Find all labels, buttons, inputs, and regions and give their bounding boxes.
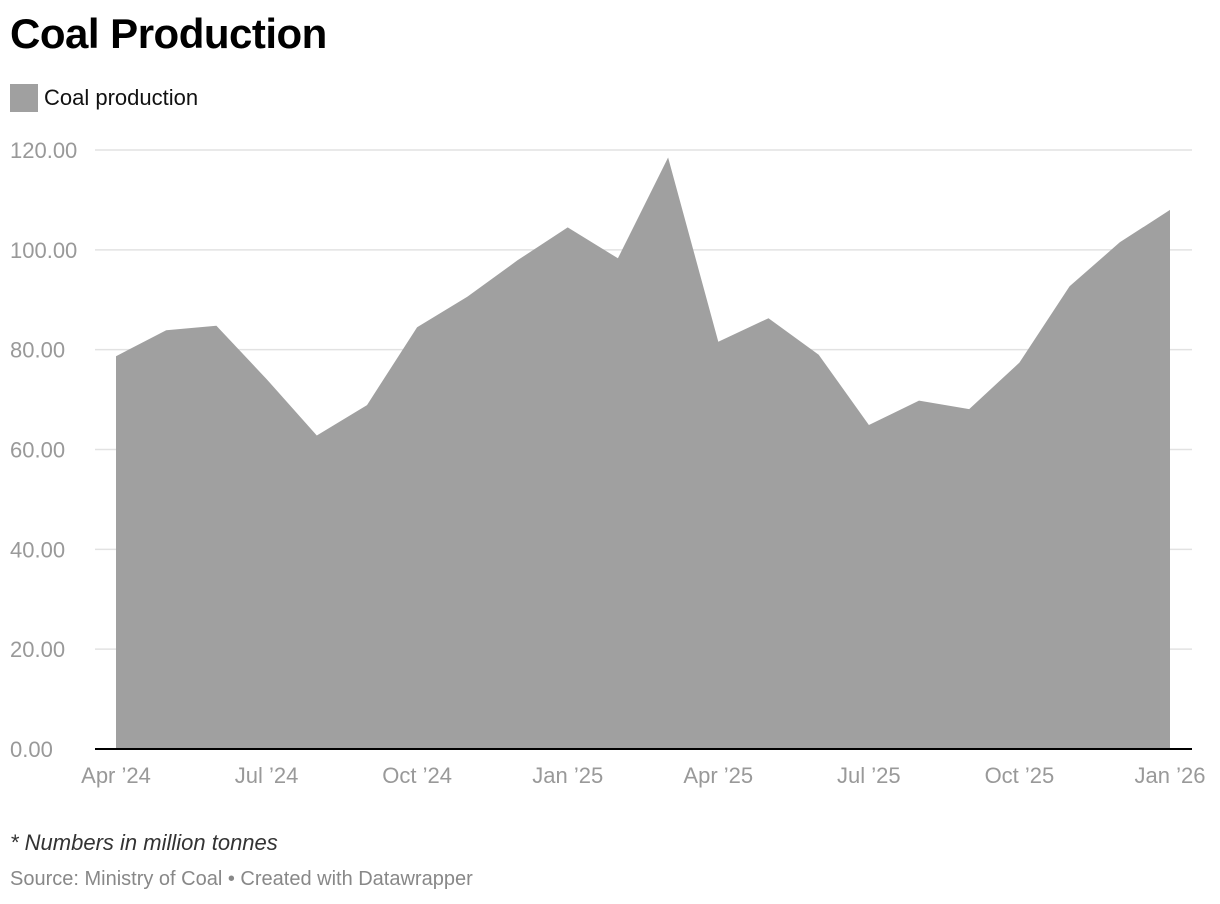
- x-tick-label: Apr ’25: [683, 763, 753, 788]
- x-tick-label: Apr ’24: [81, 763, 151, 788]
- y-tick-label: 20.00: [10, 637, 65, 662]
- y-tick-label: 120.00: [10, 138, 77, 163]
- chart-title: Coal Production: [10, 10, 327, 57]
- y-tick-label: 40.00: [10, 537, 65, 562]
- legend: Coal production: [10, 84, 198, 112]
- y-tick-label: 60.00: [10, 438, 65, 463]
- legend-label: Coal production: [44, 85, 199, 110]
- x-tick-label: Jul ’25: [837, 763, 901, 788]
- y-tick-label: 80.00: [10, 338, 65, 363]
- units-note: * Numbers in million tonnes: [10, 830, 278, 855]
- x-tick-label: Jul ’24: [235, 763, 299, 788]
- chart-plot: 0.00 20.00 40.00 60.00 80.00 100.00 120.00 Apr …: [10, 138, 1206, 788]
- y-tick-label: 100.00: [10, 238, 77, 263]
- x-tick-label: Oct ’24: [382, 763, 452, 788]
- x-tick-label: Jan ’26: [1135, 763, 1206, 788]
- legend-swatch: [10, 84, 38, 112]
- y-tick-label: 0.00: [10, 737, 53, 762]
- x-tick-label: Oct ’25: [985, 763, 1055, 788]
- x-tick-label: Jan ’25: [532, 763, 603, 788]
- area-series-coal-production: [116, 157, 1170, 749]
- source-credit: Source: Ministry of Coal • Created with …: [10, 868, 473, 890]
